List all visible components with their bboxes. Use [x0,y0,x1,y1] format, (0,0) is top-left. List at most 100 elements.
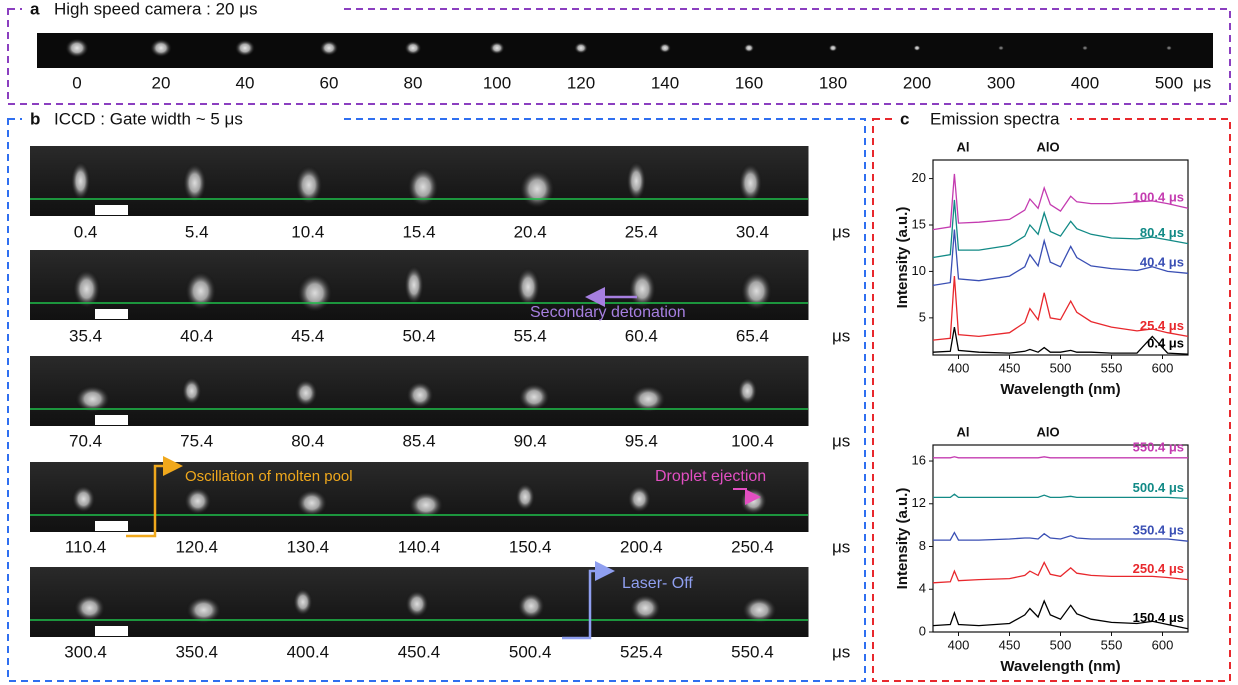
scale-bar [95,521,128,531]
time-label: 120 [567,73,595,92]
time-label: 20 [152,73,171,92]
y-axis-label: Intensity (a.u.) [894,207,911,309]
unit-label: μs [832,642,850,661]
y-tick-label: 12 [912,495,926,510]
time-label: 80 [404,73,423,92]
x-tick-label: 550 [1101,637,1123,652]
y-tick-label: 4 [919,581,926,596]
spectrum-line [933,493,1189,500]
time-label: 25.4 [625,222,658,241]
frame-glow [743,43,755,53]
plume [294,165,323,205]
legend-label: 550.4 μs [1133,439,1184,454]
time-label: 525.4 [620,642,663,661]
camera-frames: 0 20 40 60 80 100 120 140 160 180 200 300 400 500 μs [65,38,1211,92]
x-tick-label: 550 [1101,360,1123,375]
frame-glow [149,38,173,58]
time-label: 65.4 [736,326,769,345]
frame-glow [828,44,838,52]
plume [184,271,217,311]
time-label: 95.4 [625,431,658,450]
legend-label: 80.4 μs [1140,225,1184,240]
plume [515,483,536,511]
time-label: 100.4 [731,431,774,450]
time-label: 20.4 [514,222,547,241]
x-tick-label: 600 [1152,637,1174,652]
plume [296,273,333,313]
unit-label: μs [832,222,850,241]
panel-letter: b [30,109,40,128]
plume [627,485,652,513]
time-label: 55.4 [514,326,547,345]
frame-glow [1082,45,1088,51]
plume [739,487,768,515]
plume [626,161,647,201]
plume [72,269,101,309]
unit-label: μs [832,326,850,345]
spectrum-line [933,456,1188,459]
y-tick-label: 10 [912,263,926,278]
annotation: Droplet ejection [655,468,766,485]
frame-glow [65,38,89,58]
plume [405,590,429,618]
plume [406,381,434,409]
time-label: 250.4 [731,537,774,556]
x-tick-label: 450 [999,360,1021,375]
time-label: 140 [651,73,679,92]
iccd-grid: 0.4 5.4 10.4 15.4 20.4 25.4 30.4 μs 35.4 40.4 45.4… [30,146,850,661]
time-label: 75.4 [180,431,213,450]
plume [404,265,424,305]
y-tick-label: 20 [912,170,926,185]
spectrum-line [933,531,1189,542]
arrow [126,456,183,538]
time-label: 130.4 [287,537,330,556]
legend-label: 500.4 μs [1133,480,1184,495]
scale-bar [95,205,128,215]
arrow [733,488,761,505]
legend-label: 0.4 μs [1147,336,1184,351]
time-label: 350.4 [175,642,218,661]
x-tick-label: 400 [948,637,970,652]
panel-letter: c [900,109,909,128]
time-label: 85.4 [402,431,435,450]
scale-bar [95,626,128,636]
time-label: 180 [819,73,847,92]
time-label: 35.4 [69,326,102,345]
time-label: 200 [903,73,931,92]
legend-label: 25.4 μs [1140,318,1184,333]
plume [517,592,546,620]
peak-annotation: AlO [1036,139,1059,154]
plume [741,596,778,624]
time-label: 400.4 [287,642,330,661]
plume [295,489,328,517]
spectrum-line [932,276,1189,341]
x-tick-label: 500 [1050,360,1072,375]
x-tick-label: 500 [1050,637,1072,652]
plume [737,377,758,405]
x-axis-label: Wavelength (nm) [1000,658,1120,675]
plume [738,163,763,203]
panel-title: ICCD : Gate width ~ 5 μs [54,109,243,128]
arrow [562,561,615,640]
time-label: 550.4 [731,642,774,661]
frame-glow [234,39,256,57]
frame-glow [913,45,921,51]
plume [629,594,662,622]
peak-annotation: AlO [1036,424,1059,439]
spectrum-line [932,173,1189,231]
plume [408,491,444,519]
y-axis-label: Intensity (a.u.) [894,488,911,590]
plume [185,596,222,624]
frame-glow [489,41,505,55]
legend-label: 40.4 μs [1140,255,1184,270]
time-label: 60.4 [625,326,658,345]
time-label: 50.4 [402,326,435,345]
x-tick-label: 400 [948,360,970,375]
plume [74,385,111,413]
peak-annotation: Al [957,424,970,439]
time-label: 5.4 [185,222,209,241]
frame-glow [319,40,339,56]
spectrum-line [932,561,1189,584]
